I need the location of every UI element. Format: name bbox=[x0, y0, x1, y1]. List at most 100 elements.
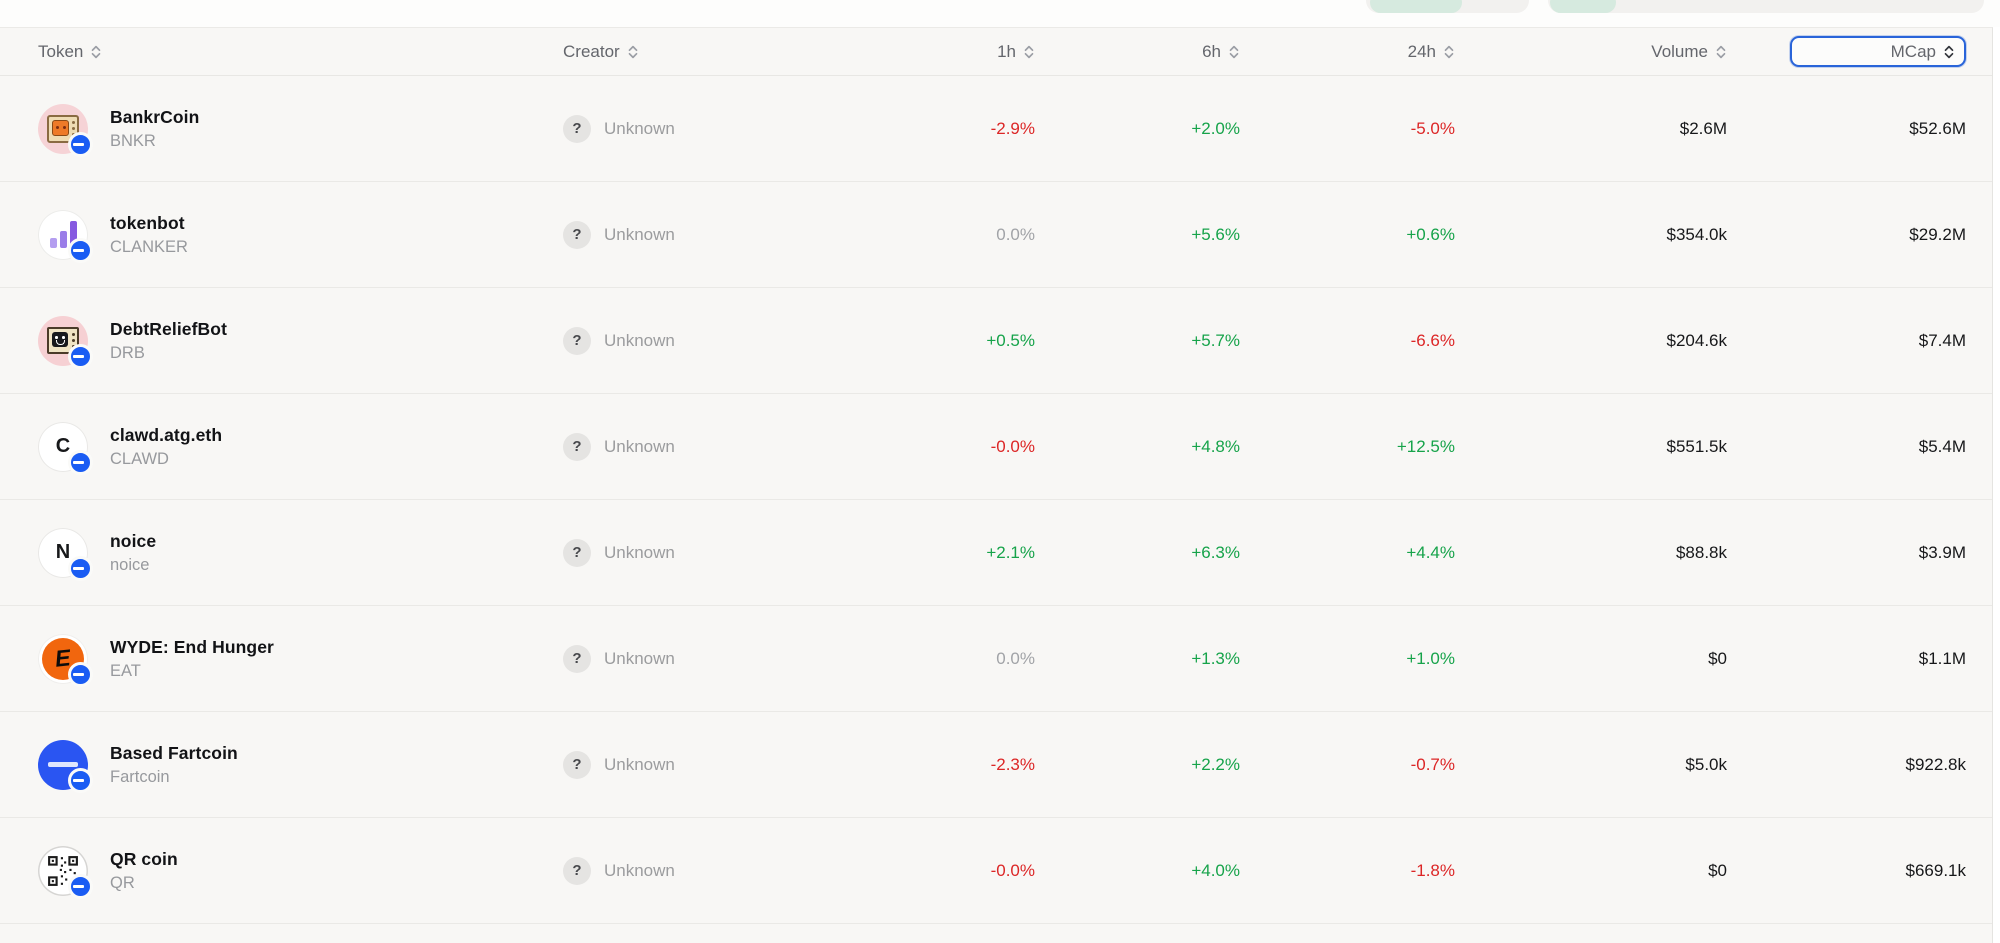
token-avatar[interactable] bbox=[38, 739, 93, 793]
top-filter-pill-2[interactable] bbox=[1548, 0, 1984, 13]
change-6h: +2.2% bbox=[1191, 754, 1240, 774]
column-label: MCap bbox=[1890, 41, 1936, 61]
token-symbol: Fartcoin bbox=[110, 767, 170, 786]
pill-active-segment bbox=[1370, 0, 1462, 13]
table-row[interactable]: tokenbot CLANKER ? Unknown 0.0% +5.6% +0… bbox=[0, 182, 1992, 288]
column-header-1h[interactable]: 1h bbox=[895, 42, 1035, 62]
sort-icon bbox=[1229, 45, 1239, 58]
creator-name: Unknown bbox=[604, 118, 675, 138]
column-header-token[interactable]: Token bbox=[38, 42, 563, 62]
column-header-mcap-focused[interactable]: MCap bbox=[1790, 36, 1966, 67]
base-chain-badge-icon bbox=[68, 449, 93, 475]
token-symbol: CLAWD bbox=[110, 449, 169, 468]
avatar-letter: N bbox=[55, 541, 71, 563]
change-24h: +1.0% bbox=[1406, 648, 1455, 668]
table-row[interactable]: N noice noice ? Unknown +2.1% +6.3% +4.4… bbox=[0, 500, 1992, 606]
column-label: Volume bbox=[1651, 41, 1708, 61]
token-text: noice noice bbox=[110, 531, 156, 575]
token-text: DebtReliefBot DRB bbox=[110, 319, 227, 363]
creator-cell[interactable]: ? Unknown bbox=[563, 432, 895, 461]
creator-name: Unknown bbox=[604, 754, 675, 774]
change-6h: +5.7% bbox=[1191, 330, 1240, 350]
token-cell: Based Fartcoin Fartcoin bbox=[38, 739, 563, 793]
creator-cell[interactable]: ? Unknown bbox=[563, 750, 895, 779]
token-text: clawd.atg.eth CLAWD bbox=[110, 425, 222, 469]
token-symbol: EAT bbox=[110, 661, 141, 680]
change-24h: -6.6% bbox=[1410, 330, 1455, 350]
base-chain-badge-icon bbox=[68, 555, 93, 581]
token-avatar[interactable]: N bbox=[38, 527, 93, 581]
change-1h: -2.3% bbox=[990, 754, 1035, 774]
pill-active-segment bbox=[1550, 0, 1616, 13]
change-1h: -2.9% bbox=[990, 118, 1035, 138]
column-header-creator[interactable]: Creator bbox=[563, 42, 895, 62]
volume-value: $0 bbox=[1708, 860, 1727, 880]
change-1h: +2.1% bbox=[986, 542, 1035, 562]
table-row[interactable]: BankrCoin BNKR ? Unknown -2.9% +2.0% -5.… bbox=[0, 76, 1992, 182]
mcap-value: $1.1M bbox=[1918, 648, 1966, 668]
change-6h: +2.0% bbox=[1191, 118, 1240, 138]
unknown-creator-icon: ? bbox=[563, 856, 591, 885]
creator-cell[interactable]: ? Unknown bbox=[563, 114, 895, 143]
table-row[interactable]: QR coin QR ? Unknown -0.0% +4.0% -1.8% $… bbox=[0, 818, 1992, 924]
change-6h: +4.8% bbox=[1191, 436, 1240, 456]
column-header-volume[interactable]: Volume bbox=[1455, 42, 1727, 62]
creator-cell[interactable]: ? Unknown bbox=[563, 644, 895, 673]
token-symbol: QR bbox=[110, 873, 135, 892]
token-name: tokenbot bbox=[110, 212, 185, 233]
change-1h: 0.0% bbox=[996, 648, 1035, 668]
creator-name: Unknown bbox=[604, 330, 675, 350]
change-24h: -0.7% bbox=[1410, 754, 1455, 774]
volume-value: $5.0k bbox=[1685, 754, 1727, 774]
token-avatar[interactable] bbox=[38, 103, 93, 157]
table-row[interactable]: E WYDE: End Hunger EAT ? Unknown 0.0% +1… bbox=[0, 606, 1992, 712]
token-cell: C clawd.atg.eth CLAWD bbox=[38, 421, 563, 475]
creator-cell[interactable]: ? Unknown bbox=[563, 220, 895, 249]
unknown-creator-icon: ? bbox=[563, 326, 591, 355]
volume-value: $204.6k bbox=[1666, 330, 1728, 350]
table-row[interactable]: Based Fartcoin Fartcoin ? Unknown -2.3% … bbox=[0, 712, 1992, 818]
token-name: BankrCoin bbox=[110, 106, 200, 127]
token-avatar[interactable] bbox=[38, 845, 93, 899]
avatar-letter: C bbox=[55, 435, 71, 457]
unknown-creator-icon: ? bbox=[563, 432, 591, 461]
table-header: Token Creator 1h 6h 24h Volume bbox=[0, 28, 1992, 76]
token-text: WYDE: End Hunger EAT bbox=[110, 637, 274, 681]
column-header-6h[interactable]: 6h bbox=[1035, 42, 1240, 62]
volume-value: $2.6M bbox=[1679, 118, 1727, 138]
tv-pink-icon bbox=[38, 103, 88, 154]
change-24h: +4.4% bbox=[1406, 542, 1455, 562]
creator-cell[interactable]: ? Unknown bbox=[563, 326, 895, 355]
change-6h: +6.3% bbox=[1191, 542, 1240, 562]
token-avatar[interactable] bbox=[38, 209, 93, 263]
token-cell: BankrCoin BNKR bbox=[38, 103, 563, 157]
token-cell: E WYDE: End Hunger EAT bbox=[38, 633, 563, 687]
token-cell: QR coin QR bbox=[38, 845, 563, 899]
creator-cell[interactable]: ? Unknown bbox=[563, 856, 895, 885]
base-chain-badge-icon bbox=[68, 343, 93, 369]
mcap-value: $3.9M bbox=[1918, 542, 1966, 562]
unknown-creator-icon: ? bbox=[563, 750, 591, 779]
column-header-24h[interactable]: 24h bbox=[1240, 42, 1455, 62]
token-avatar[interactable]: C bbox=[38, 421, 93, 475]
creator-cell[interactable]: ? Unknown bbox=[563, 538, 895, 567]
topbar bbox=[0, 0, 2000, 27]
column-label: 6h bbox=[1202, 41, 1221, 61]
change-6h: +1.3% bbox=[1191, 648, 1240, 668]
base-chain-badge-icon bbox=[68, 131, 93, 157]
mcap-value: $669.1k bbox=[1905, 860, 1967, 880]
token-name: QR coin bbox=[110, 848, 178, 869]
token-avatar[interactable]: E bbox=[38, 633, 93, 687]
change-24h: -1.8% bbox=[1410, 860, 1455, 880]
token-avatar[interactable] bbox=[38, 315, 93, 369]
table-row[interactable]: DebtReliefBot DRB ? Unknown +0.5% +5.7% … bbox=[0, 288, 1992, 394]
column-label: Creator bbox=[563, 41, 620, 61]
top-filter-pill-1[interactable] bbox=[1366, 0, 1529, 13]
change-1h: -0.0% bbox=[990, 436, 1035, 456]
change-1h: +0.5% bbox=[986, 330, 1035, 350]
table-row[interactable]: C clawd.atg.eth CLAWD ? Unknown -0.0% +4… bbox=[0, 394, 1992, 500]
token-name: noice bbox=[110, 530, 157, 551]
tv-dark-icon bbox=[38, 315, 88, 366]
token-cell: N noice noice bbox=[38, 527, 563, 581]
